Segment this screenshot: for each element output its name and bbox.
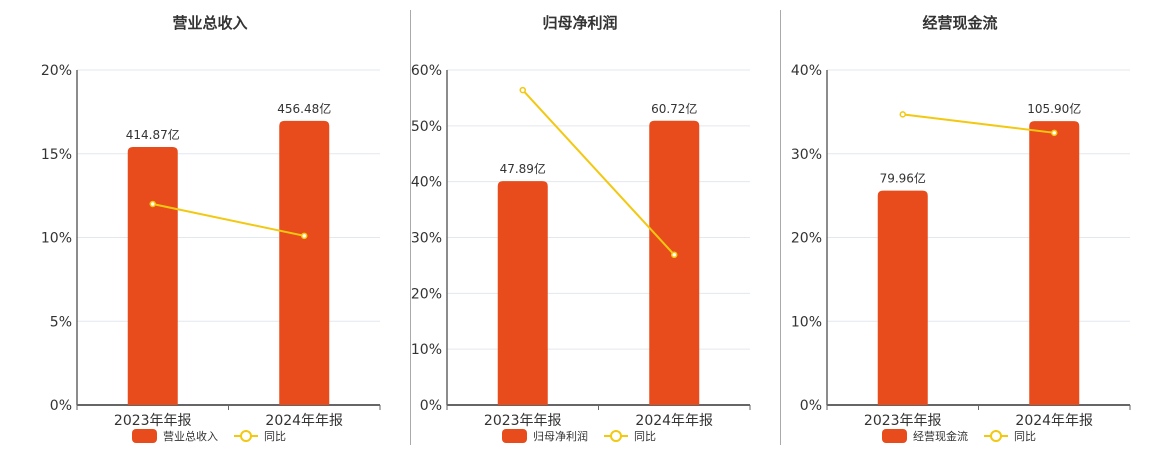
x-category-label: 2023年年报: [864, 413, 942, 429]
yoy-line: [522, 89, 675, 256]
legend-bar-swatch[interactable]: [132, 429, 157, 443]
y-tick-label: 20%: [41, 63, 72, 79]
x-category-label: 2024年年报: [635, 413, 713, 429]
bar-value-label: 414.87亿: [126, 127, 180, 142]
x-category-label: 2024年年报: [265, 413, 343, 429]
legend-line-label[interactable]: 同比: [264, 430, 286, 443]
legend-line-label[interactable]: 同比: [634, 430, 656, 443]
panel-divider-1: [410, 10, 411, 445]
y-tick-label: 10%: [791, 314, 822, 330]
y-tick-label: 0%: [420, 398, 442, 414]
bar[interactable]: [127, 147, 178, 406]
y-tick-label: 30%: [411, 231, 442, 247]
bar-value-label: 79.96亿: [880, 171, 926, 186]
yoy-point[interactable]: [1051, 129, 1058, 137]
legend-bar-swatch[interactable]: [502, 429, 527, 443]
y-tick-label: 20%: [411, 286, 442, 302]
yoy-point[interactable]: [899, 111, 906, 118]
yoy-point[interactable]: [149, 200, 156, 208]
bar-value-label: 105.90亿: [1027, 101, 1081, 116]
legend-bar-label[interactable]: 归母净利润: [533, 429, 588, 443]
legend-line-marker-icon: [990, 430, 1002, 442]
y-tick-label: 30%: [791, 147, 822, 163]
yoy-point[interactable]: [519, 86, 526, 94]
bar-value-label: 47.89亿: [500, 161, 546, 176]
x-category-label: 2023年年报: [484, 413, 562, 429]
legend-bar-label[interactable]: 营业总收入: [163, 429, 218, 443]
x-category-label: 2023年年报: [114, 413, 192, 429]
yoy-line: [902, 113, 1055, 134]
y-tick-label: 15%: [41, 147, 72, 163]
y-tick-label: 20%: [791, 231, 822, 247]
bar[interactable]: [1029, 121, 1080, 406]
bar-value-label: 456.48亿: [277, 101, 331, 116]
legend-bar-label[interactable]: 经营现金流: [913, 429, 968, 443]
yoy-line: [152, 203, 305, 237]
panel-divider-2: [780, 10, 781, 445]
y-tick-label: 0%: [800, 398, 822, 414]
bar-value-label: 60.72亿: [651, 101, 697, 116]
bar[interactable]: [877, 190, 928, 405]
y-tick-label: 40%: [411, 175, 442, 191]
yoy-point[interactable]: [671, 251, 678, 259]
legend-line-marker-icon: [240, 430, 252, 442]
bar[interactable]: [279, 120, 330, 406]
chart-title: 归母净利润: [542, 14, 617, 32]
chart-title: 营业总收入: [172, 14, 247, 32]
legend-line-label[interactable]: 同比: [1014, 430, 1036, 443]
y-tick-label: 5%: [50, 314, 72, 330]
y-tick-label: 40%: [791, 63, 822, 79]
legend-bar-swatch[interactable]: [882, 429, 907, 443]
y-tick-label: 0%: [50, 398, 72, 414]
y-tick-label: 10%: [41, 231, 72, 247]
y-tick-label: 60%: [411, 63, 442, 79]
legend-line-marker-icon: [610, 430, 622, 442]
bar[interactable]: [497, 181, 548, 405]
y-tick-label: 10%: [411, 342, 442, 358]
y-tick-label: 50%: [411, 119, 442, 135]
chart-title: 经营现金流: [922, 14, 997, 32]
bar[interactable]: [649, 120, 700, 405]
x-category-label: 2024年年报: [1015, 413, 1093, 429]
yoy-point[interactable]: [301, 232, 308, 240]
